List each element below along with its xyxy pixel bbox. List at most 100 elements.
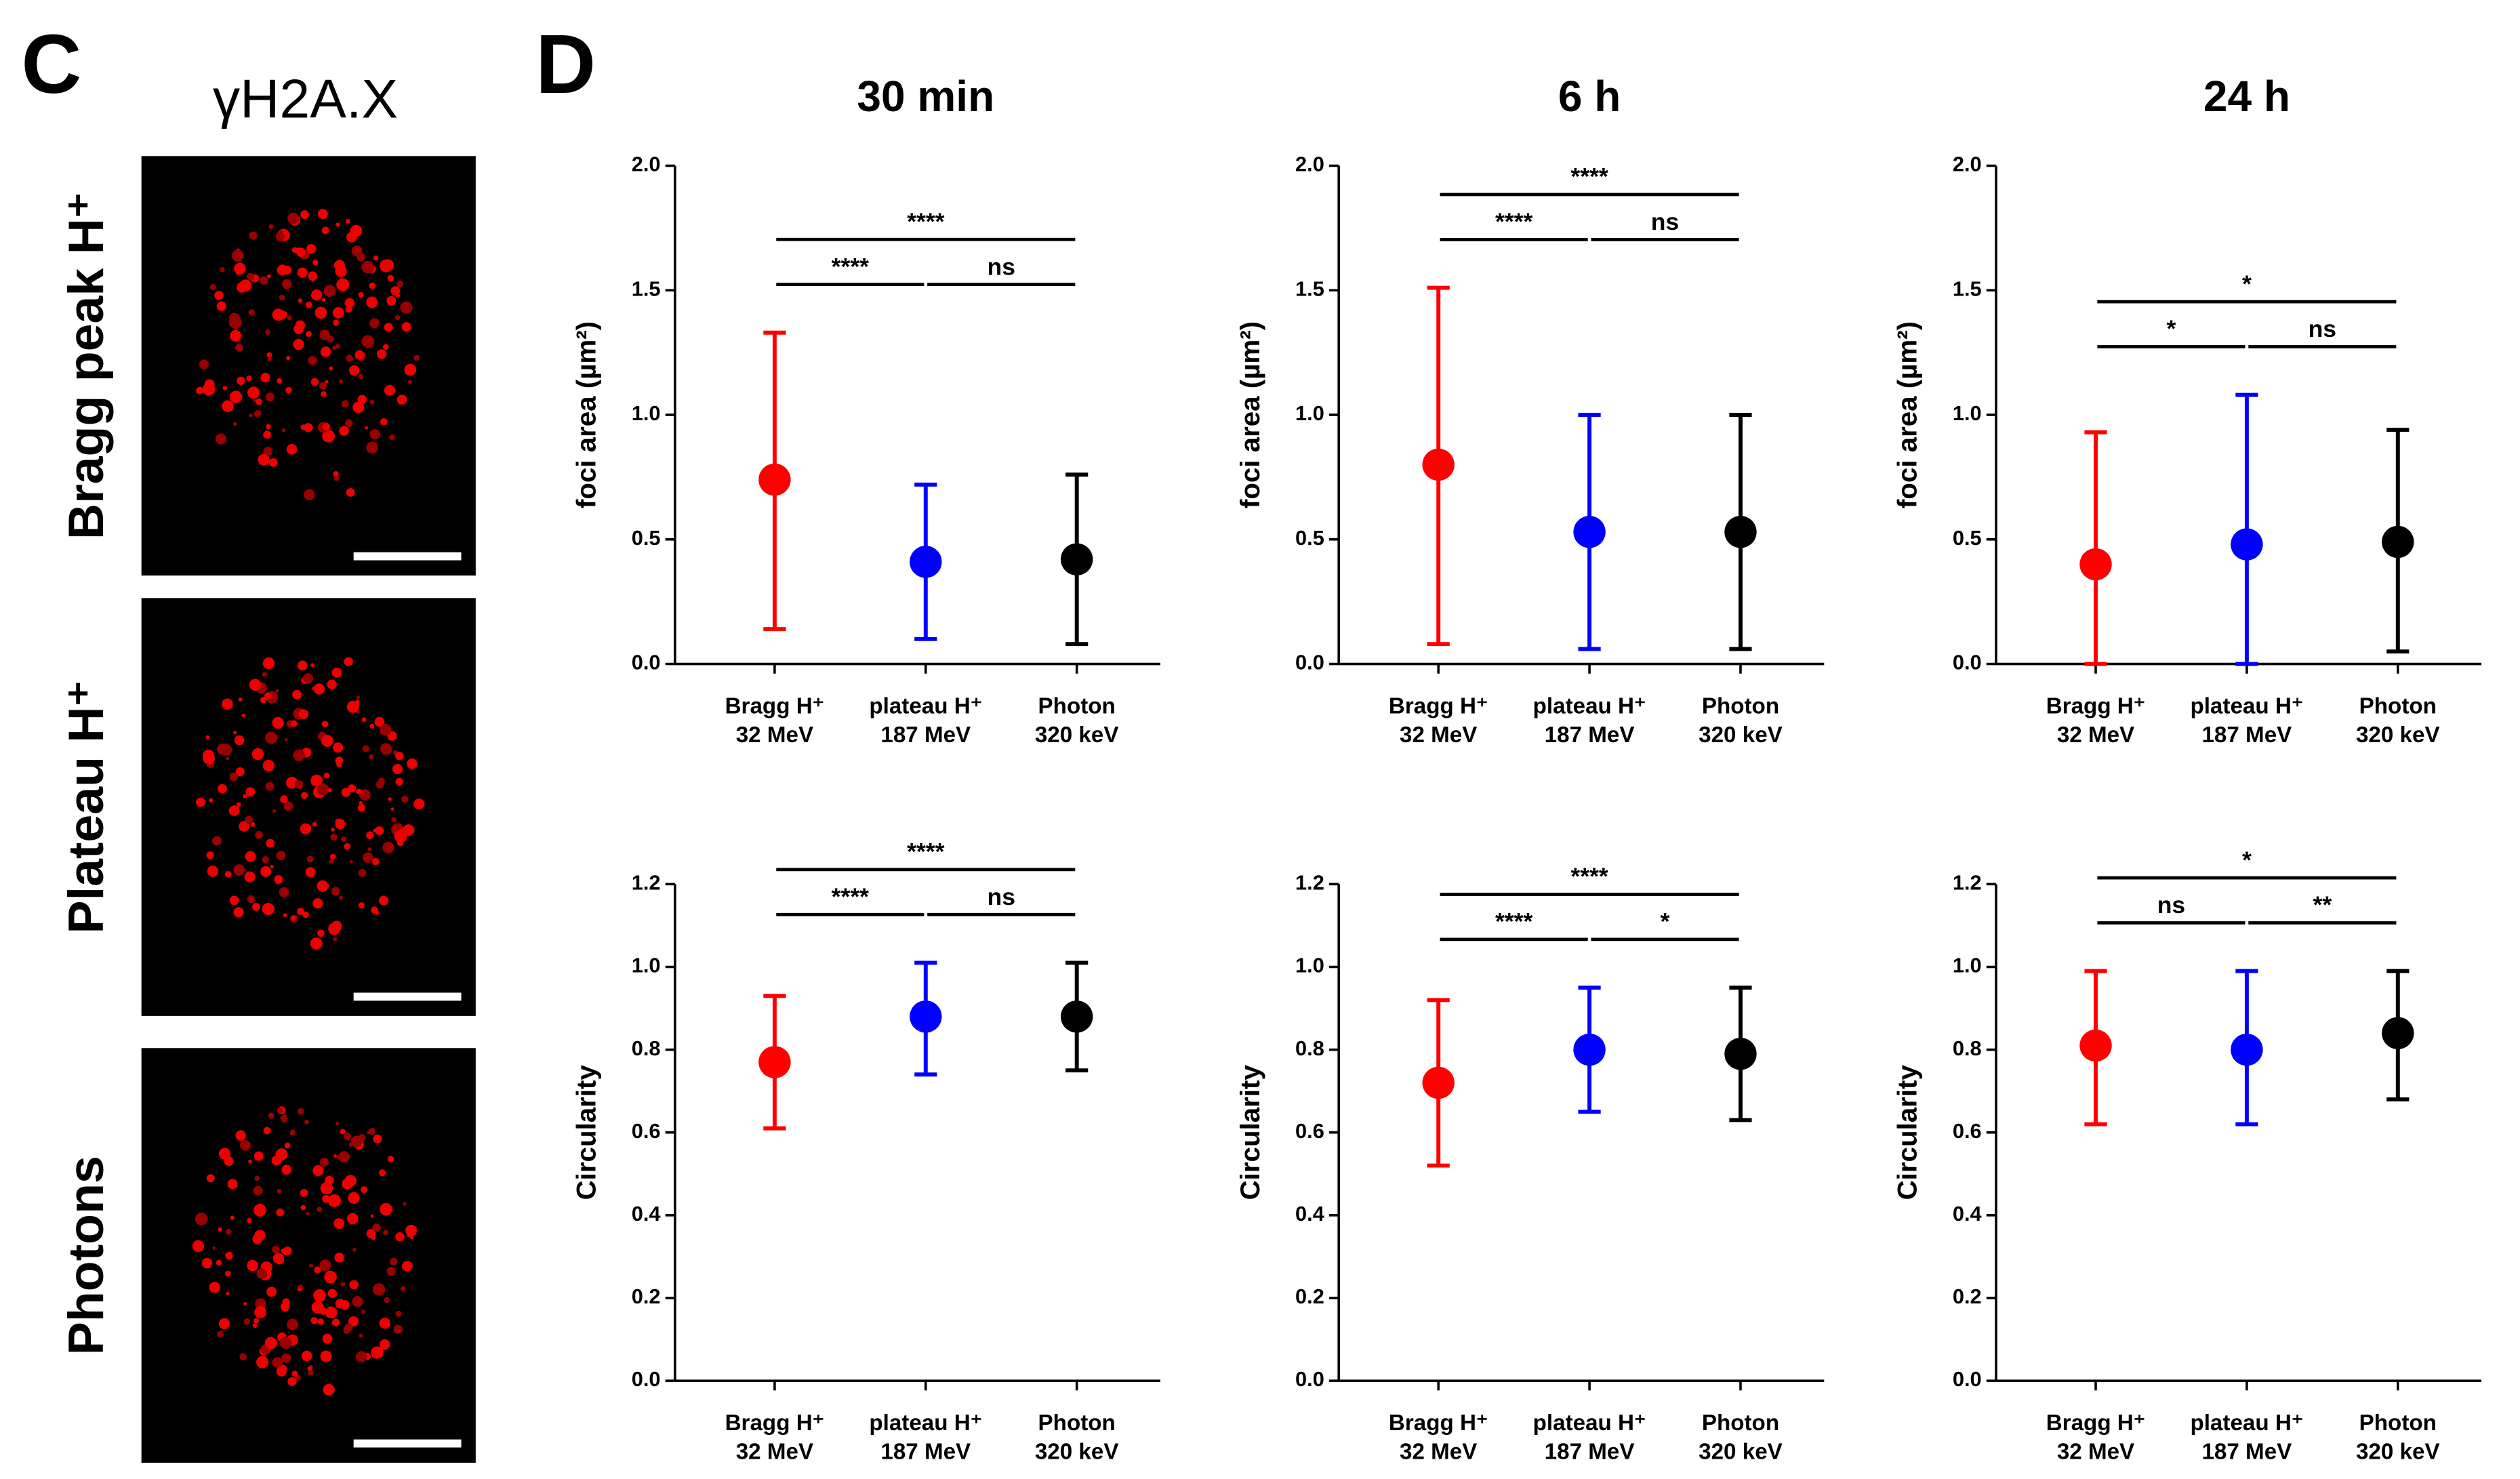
focus-dot bbox=[361, 335, 375, 348]
marker-title: γH2A.X bbox=[213, 68, 398, 129]
focus-dot bbox=[333, 937, 338, 941]
micrograph bbox=[141, 598, 476, 1016]
focus-dot bbox=[234, 735, 245, 746]
focus-dot bbox=[317, 929, 325, 937]
focus-dot bbox=[352, 401, 365, 413]
focus-dot bbox=[226, 1291, 230, 1295]
significance-label: **** bbox=[832, 253, 870, 280]
focus-dot bbox=[356, 788, 362, 795]
focus-dot bbox=[404, 363, 417, 376]
focus-dot bbox=[380, 743, 392, 755]
focus-dot bbox=[253, 1151, 264, 1161]
focus-dot bbox=[378, 895, 389, 906]
focus-dot bbox=[254, 1306, 267, 1318]
mean-dot bbox=[2231, 1033, 2263, 1066]
mean-dot bbox=[1724, 1038, 1757, 1070]
focus-dot bbox=[253, 1186, 263, 1196]
focus-dot bbox=[293, 339, 304, 350]
focus-dot bbox=[331, 887, 340, 896]
focus-dot bbox=[321, 298, 326, 302]
focus-dot bbox=[357, 394, 367, 405]
focus-dot bbox=[347, 1213, 359, 1225]
focus-dot bbox=[310, 774, 323, 787]
focus-dot bbox=[290, 915, 296, 920]
focus-dot bbox=[262, 759, 275, 772]
focus-dot bbox=[339, 426, 349, 437]
mean-dot bbox=[1422, 1066, 1455, 1099]
significance-label: ns bbox=[2309, 315, 2336, 342]
focus-dot bbox=[235, 270, 241, 275]
focus-dot bbox=[293, 324, 304, 334]
focus-dot bbox=[319, 382, 327, 390]
focus-dot bbox=[199, 359, 209, 369]
x-tick-sublabel: 320 keV bbox=[1035, 1440, 1119, 1465]
significance-label: * bbox=[2242, 270, 2252, 298]
focus-dot bbox=[312, 260, 319, 266]
focus-dot bbox=[321, 721, 329, 728]
y-tick-label: 1.0 bbox=[1295, 401, 1324, 425]
focus-dot bbox=[268, 224, 274, 229]
focus-dot bbox=[222, 400, 234, 413]
focus-dot bbox=[228, 316, 242, 329]
focus-dot bbox=[291, 247, 298, 253]
focus-dot bbox=[408, 1226, 413, 1232]
focus-dot bbox=[413, 354, 420, 361]
y-tick-label: 0.6 bbox=[632, 1119, 661, 1143]
significance-label: ns bbox=[987, 883, 1015, 910]
focus-dot bbox=[359, 801, 363, 805]
mean-dot bbox=[758, 463, 791, 496]
y-tick-label: 0.0 bbox=[632, 1367, 661, 1391]
focus-dot bbox=[250, 822, 256, 827]
focus-dot bbox=[283, 1246, 292, 1256]
y-tick-label: 0.2 bbox=[1953, 1284, 1982, 1308]
focus-dot bbox=[344, 1133, 352, 1141]
focus-dot bbox=[407, 758, 418, 769]
focus-dot bbox=[348, 1192, 360, 1204]
focus-dot bbox=[330, 853, 336, 860]
focus-dot bbox=[334, 1253, 344, 1263]
focus-dot bbox=[333, 319, 340, 326]
focus-dot bbox=[302, 911, 310, 918]
focus-dot bbox=[262, 657, 275, 670]
focus-dot bbox=[344, 1323, 353, 1332]
focus-dot bbox=[272, 1245, 280, 1254]
focus-dot bbox=[262, 903, 275, 916]
focus-dot bbox=[243, 1318, 251, 1325]
focus-dot bbox=[237, 376, 245, 385]
focus-dot bbox=[243, 1301, 247, 1305]
focus-dot bbox=[287, 1377, 297, 1386]
focus-dot bbox=[192, 1240, 205, 1253]
focus-dot bbox=[229, 390, 243, 403]
focus-dot bbox=[320, 1350, 332, 1362]
focus-dot bbox=[195, 797, 205, 807]
focus-dot bbox=[247, 386, 260, 399]
focus-dot bbox=[243, 794, 247, 798]
y-tick-label: 0.0 bbox=[632, 651, 661, 674]
focus-dot bbox=[380, 724, 392, 736]
focus-dot bbox=[336, 222, 340, 227]
focus-dot bbox=[266, 424, 271, 430]
focus-dot bbox=[310, 663, 315, 668]
x-tick-sublabel: 32 MeV bbox=[2057, 723, 2134, 748]
focus-dot bbox=[401, 795, 409, 803]
focus-dot bbox=[331, 828, 335, 832]
focus-dot bbox=[355, 1351, 367, 1362]
x-tick-label: plateau H⁺ bbox=[2190, 1411, 2303, 1436]
focus-dot bbox=[390, 807, 394, 811]
focus-dot bbox=[395, 1310, 402, 1317]
x-tick-label: Bragg H⁺ bbox=[1389, 693, 1488, 718]
focus-dot bbox=[237, 282, 247, 293]
focus-dot bbox=[373, 828, 377, 833]
focus-dot bbox=[229, 895, 239, 906]
focus-dot bbox=[235, 767, 245, 777]
focus-dot bbox=[287, 212, 300, 224]
x-tick-sublabel: 187 MeV bbox=[880, 1440, 971, 1465]
focus-dot bbox=[272, 308, 285, 321]
mean-dot bbox=[1724, 516, 1757, 548]
chart-title: 30 min bbox=[857, 72, 994, 121]
focus-dot bbox=[391, 817, 397, 823]
focus-dot bbox=[268, 458, 278, 467]
focus-dot bbox=[358, 868, 367, 877]
focus-dot bbox=[245, 815, 253, 824]
